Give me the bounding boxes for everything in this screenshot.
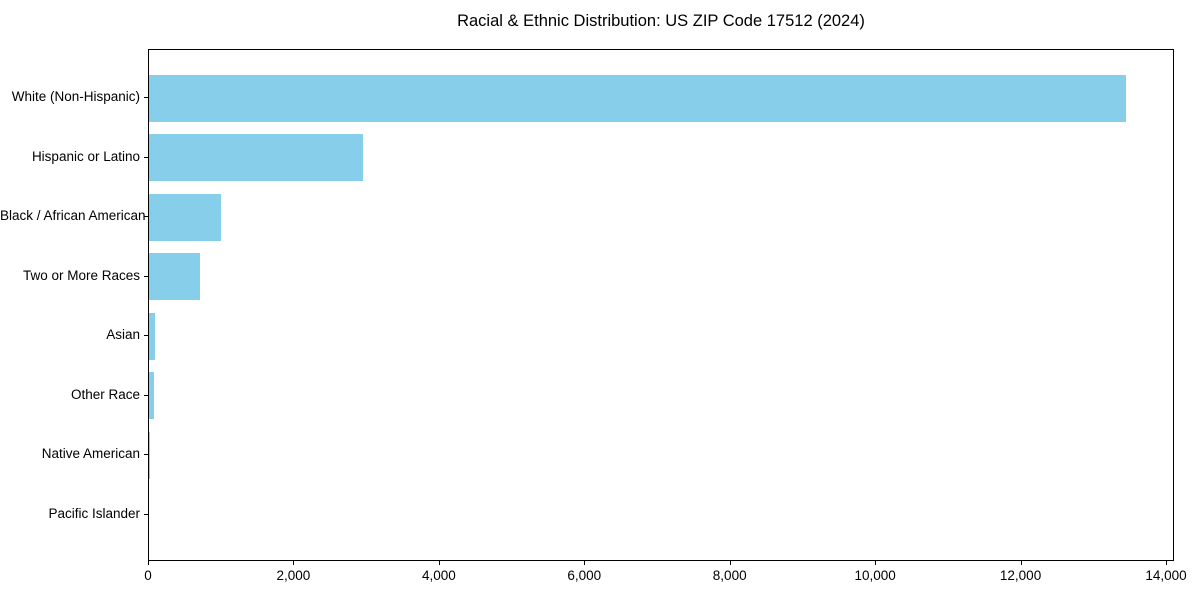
x-axis-tick-label: 4,000 [421,568,456,583]
x-axis-tick [875,561,877,565]
x-axis-tick [293,561,295,565]
y-axis-tick [144,97,148,98]
x-axis-tick-label: 2,000 [276,568,311,583]
x-axis-tick [1020,561,1022,565]
y-axis-label: Asian [106,327,140,343]
y-axis-label: White (Non-Hispanic) [11,89,140,104]
y-axis-tick [144,275,148,277]
bar-hispanic-or-latino [149,134,363,182]
x-axis-tick-label: 10,000 [854,568,896,583]
y-axis-tick [144,514,148,515]
x-axis-tick-label: 12,000 [999,568,1042,583]
x-axis-tick-label: 8,000 [712,568,747,583]
bar-two-or-more-races [149,253,200,301]
x-axis-tick [1166,561,1167,565]
y-axis-label: Pacific Islander [48,506,140,521]
x-axis-tick-label: 6,000 [567,568,602,583]
x-axis-tick-label: 14,000 [1145,568,1187,583]
bar-other-race [149,372,155,420]
y-axis-tick [144,335,148,337]
y-axis-label: Black / African American [0,208,146,224]
y-axis-label: Two or More Races [22,267,140,283]
bar-asian [149,312,155,360]
x-axis-tick [584,561,586,565]
x-axis-tick [438,561,440,565]
y-axis-tick [144,216,148,218]
chart-title: Racial & Ethnic Distribution: US ZIP Cod… [457,12,865,30]
y-axis-tick [144,394,148,396]
x-axis-tick [148,561,149,565]
bar-native-american [149,431,150,479]
x-axis-tick-label: 0 [144,568,152,583]
y-axis-label: Other Race [70,386,140,402]
y-axis-label: Hispanic or Latino [31,148,140,164]
y-axis-tick [144,454,148,456]
y-axis-label: Native American [41,446,140,462]
bar-black-african-american [149,193,221,241]
plot-area [148,49,1174,561]
x-axis-tick [729,561,731,565]
y-axis-tick [144,156,148,158]
bar-white-non-hispanic [149,74,1127,122]
